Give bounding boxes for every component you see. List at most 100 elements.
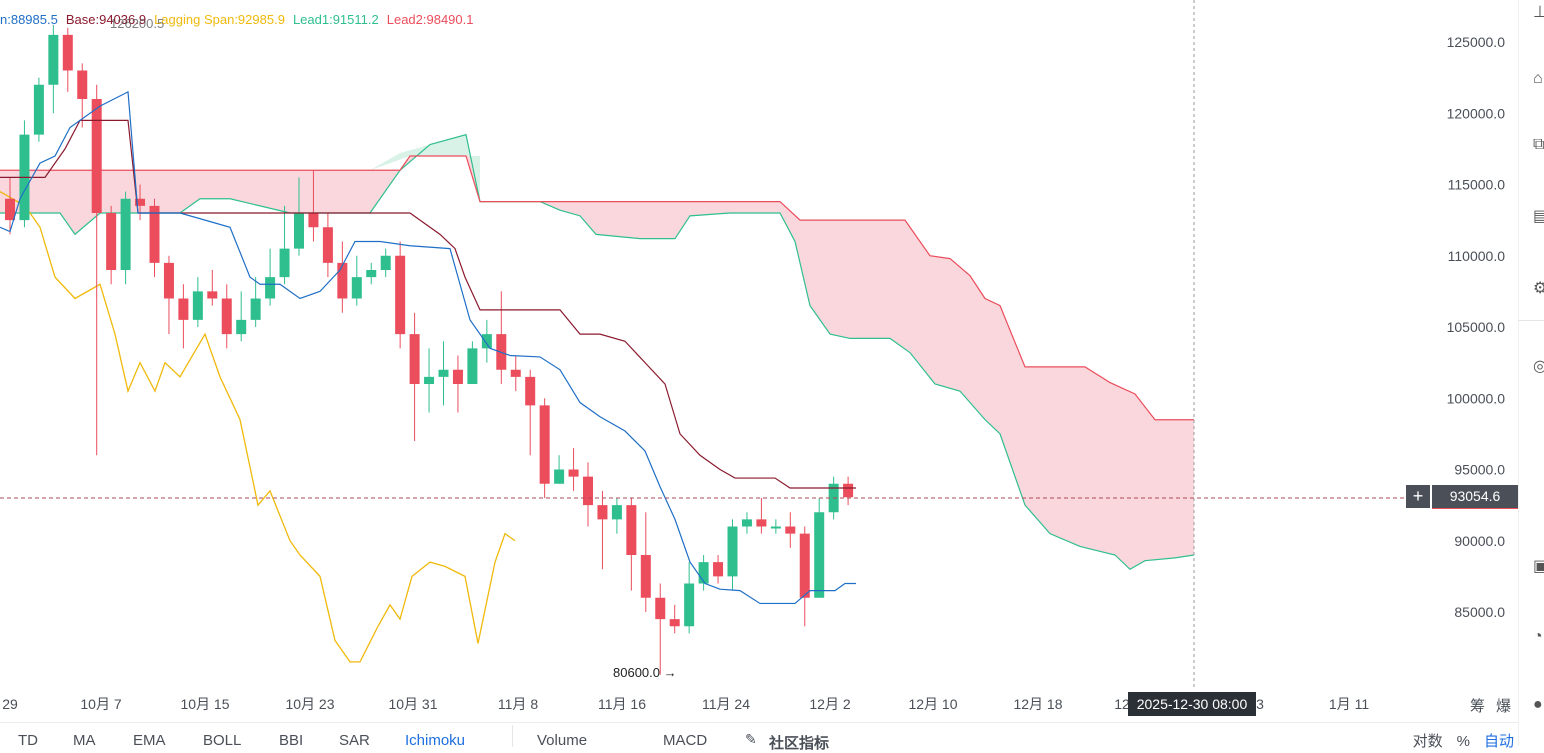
candle-body [178,298,189,320]
candle-body [684,583,695,627]
community-indicator-icon[interactable]: ✎ [745,731,757,747]
time-axis-label: 3 [1256,696,1264,712]
crosshair-plus-button[interactable]: + [1406,485,1430,508]
candle-body [583,476,593,506]
base-line [0,119,856,489]
candle-body [279,248,290,278]
time-axis-label: 1月 11 [1329,696,1369,712]
candle-body [785,526,796,534]
cursor-icon[interactable]: ● [1533,696,1543,713]
candle-body [640,555,651,598]
price-axis-label: 95000.0 [1454,462,1505,478]
candle-body [48,34,59,85]
candle-body [510,369,521,377]
price-axis-label: 100000.0 [1447,390,1506,406]
candle-body [669,619,680,627]
candle-body [120,198,131,270]
candle-body [843,483,854,498]
candle-body [539,405,550,484]
alert-icon[interactable]: ◔ [1533,628,1543,645]
percent-scale-button[interactable]: % [1456,733,1470,750]
zoom-icon[interactable]: ⌂ [1533,70,1543,87]
candle-body [626,505,637,555]
candle-body [62,34,73,71]
tab-ema[interactable]: EMA [133,732,166,749]
candle-body [308,213,319,228]
auto-scale-button[interactable]: 自动 [1483,733,1514,750]
indicator-legend: n:88985.5 Base:94036.9 Lagging Span:92985.… [0,12,482,27]
candle-body [481,334,492,349]
candle-body [525,376,536,406]
screenshot-icon[interactable]: ▣ [1533,558,1544,575]
candle-body [756,519,767,527]
candle-body [163,262,174,299]
lagging-span-line [0,191,516,663]
candle-body [395,255,406,335]
time-axis-label: 10月 15 [180,696,229,712]
log-scale-button[interactable]: 对数 [1412,733,1443,750]
candle-body [337,262,348,299]
candle-body [33,84,44,135]
candle-body [207,291,218,299]
price-axis-label: 120000.0 [1447,105,1506,121]
line-tool-icon[interactable]: ⊥ [1533,4,1544,21]
candle-body [294,213,304,249]
tab-ichimoku[interactable]: Ichimoku [405,732,466,749]
candle-body [380,255,391,270]
candle-body [554,469,565,484]
candle-body [77,70,88,99]
calendar-icon[interactable]: ▤ [1533,208,1544,225]
tab-community-indicators[interactable]: 社区指标 [769,735,830,752]
overlap-price-text: 126200.5 [110,16,165,31]
ichimoku-cloud-bullish [370,134,480,202]
candle-body [149,205,160,263]
time-axis-label: 10月 31 [388,696,437,712]
lead2-line [0,155,1194,421]
tab-macd[interactable]: MACD [663,732,708,749]
candle-body [713,562,724,577]
chip-distribution-button[interactable]: 筹 [1470,698,1486,715]
candle-body [611,505,622,520]
tab-td[interactable]: TD [18,732,38,749]
liquidation-button[interactable]: 爆 [1496,698,1512,715]
magnet-icon[interactable]: ◎ [1533,358,1544,375]
price-axis-label: 90000.0 [1454,533,1505,549]
candle-body [135,198,146,206]
candle-body [727,526,738,577]
candle-body [91,99,102,213]
low-price-marker: 80600.0 → [613,665,677,680]
price-axis-label: 125000.0 [1447,34,1506,50]
candle-body [770,526,781,529]
conversion-legend: n:88985.5 [0,12,58,27]
price-axis-label: 115000.0 [1448,177,1506,193]
measure-icon[interactable]: ⧉ [1533,136,1544,153]
candle-body [366,270,377,278]
candle-body [5,198,15,221]
tab-bbi[interactable]: BBI [279,732,304,749]
candle-body [322,227,333,263]
time-axis-label: 12月 2 [809,696,850,712]
lagging-legend: Lagging Span:92985.9 [154,12,285,27]
time-axis-label: 10月 23 [285,696,334,712]
candle-body [799,533,810,598]
candle-body [351,277,362,299]
candle-body [424,376,435,384]
tab-volume[interactable]: Volume [537,732,588,749]
tab-boll[interactable]: BOLL [203,732,242,749]
lead1-legend: Lead1:91511.2 [292,12,379,27]
tab-ma[interactable]: MA [73,732,96,749]
candle-body [814,512,825,598]
settings-icon[interactable]: ⚙ [1533,280,1544,297]
candle-body [741,519,752,527]
time-axis-label: 11月 8 [498,696,538,712]
candle-body [409,334,420,384]
tab-sar[interactable]: SAR [339,732,370,749]
time-axis-label: 10月 7 [80,696,121,712]
candle-body [467,348,478,384]
candle-body [236,319,247,335]
tab-divider [512,725,513,747]
indicator-tab-bar: TD MA EMA BOLL BBI SAR Ichimoku Volume M… [0,722,1518,752]
price-axis-label: 105000.0 [1447,319,1506,335]
time-axis-label: 29 [2,696,18,712]
